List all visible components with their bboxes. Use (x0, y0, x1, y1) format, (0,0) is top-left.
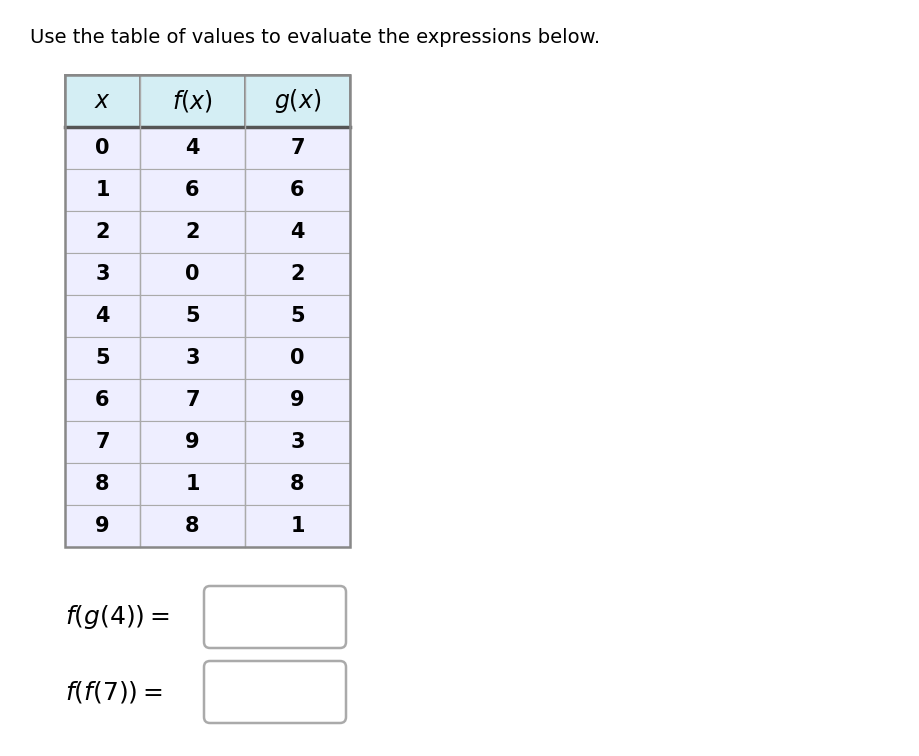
Text: 6: 6 (96, 390, 109, 410)
Text: 1: 1 (96, 180, 109, 200)
Bar (140, 169, 244, 211)
Text: $f(f(7)) =$: $f(f(7)) =$ (65, 679, 163, 705)
Text: 3: 3 (289, 432, 304, 452)
Text: 2: 2 (289, 264, 304, 284)
Bar (244, 463, 349, 505)
Text: 7: 7 (289, 138, 304, 158)
Bar (140, 295, 244, 337)
Bar (65, 75, 349, 547)
Bar (65, 75, 140, 127)
Bar (65, 337, 140, 379)
Bar (140, 75, 244, 127)
Bar (244, 379, 349, 421)
Text: 6: 6 (185, 180, 199, 200)
Text: 5: 5 (95, 348, 109, 368)
Text: 4: 4 (185, 138, 199, 158)
Text: 4: 4 (96, 306, 109, 326)
Bar (65, 295, 140, 337)
Text: 1: 1 (185, 474, 199, 494)
Text: 0: 0 (96, 138, 109, 158)
Bar (140, 421, 244, 463)
Text: 6: 6 (289, 180, 304, 200)
Text: Use the table of values to evaluate the expressions below.: Use the table of values to evaluate the … (30, 28, 599, 47)
Bar (244, 75, 349, 127)
Text: $f(x)$: $f(x)$ (172, 88, 212, 114)
Bar (140, 379, 244, 421)
Bar (244, 505, 349, 547)
Bar (65, 505, 140, 547)
Bar (65, 127, 140, 169)
Bar (65, 253, 140, 295)
Text: 8: 8 (96, 474, 109, 494)
Text: 3: 3 (185, 348, 199, 368)
Text: 8: 8 (289, 474, 304, 494)
Text: 9: 9 (185, 432, 199, 452)
FancyBboxPatch shape (204, 586, 346, 648)
Text: 9: 9 (95, 516, 109, 536)
Bar (140, 505, 244, 547)
Bar (244, 169, 349, 211)
Bar (140, 463, 244, 505)
Text: 5: 5 (289, 306, 304, 326)
Text: 4: 4 (289, 222, 304, 242)
Bar (140, 253, 244, 295)
Text: 0: 0 (289, 348, 304, 368)
Bar (140, 337, 244, 379)
Text: 1: 1 (289, 516, 304, 536)
Text: 3: 3 (96, 264, 109, 284)
Bar (65, 169, 140, 211)
Text: 2: 2 (96, 222, 109, 242)
Bar (65, 421, 140, 463)
Text: 8: 8 (185, 516, 199, 536)
Text: 7: 7 (185, 390, 199, 410)
Bar (65, 463, 140, 505)
Bar (244, 211, 349, 253)
Text: 0: 0 (185, 264, 199, 284)
Bar (244, 421, 349, 463)
Text: 7: 7 (96, 432, 109, 452)
Bar (244, 253, 349, 295)
Bar (244, 127, 349, 169)
FancyBboxPatch shape (204, 661, 346, 723)
Bar (244, 337, 349, 379)
Text: $f(g(4)) =$: $f(g(4)) =$ (65, 603, 169, 631)
Bar (244, 295, 349, 337)
Bar (65, 211, 140, 253)
Bar (140, 127, 244, 169)
Text: $x$: $x$ (94, 89, 111, 113)
Text: 2: 2 (185, 222, 199, 242)
Bar (65, 379, 140, 421)
Text: $g(x)$: $g(x)$ (274, 87, 321, 115)
Text: 5: 5 (185, 306, 199, 326)
Bar (140, 211, 244, 253)
Text: 9: 9 (289, 390, 304, 410)
